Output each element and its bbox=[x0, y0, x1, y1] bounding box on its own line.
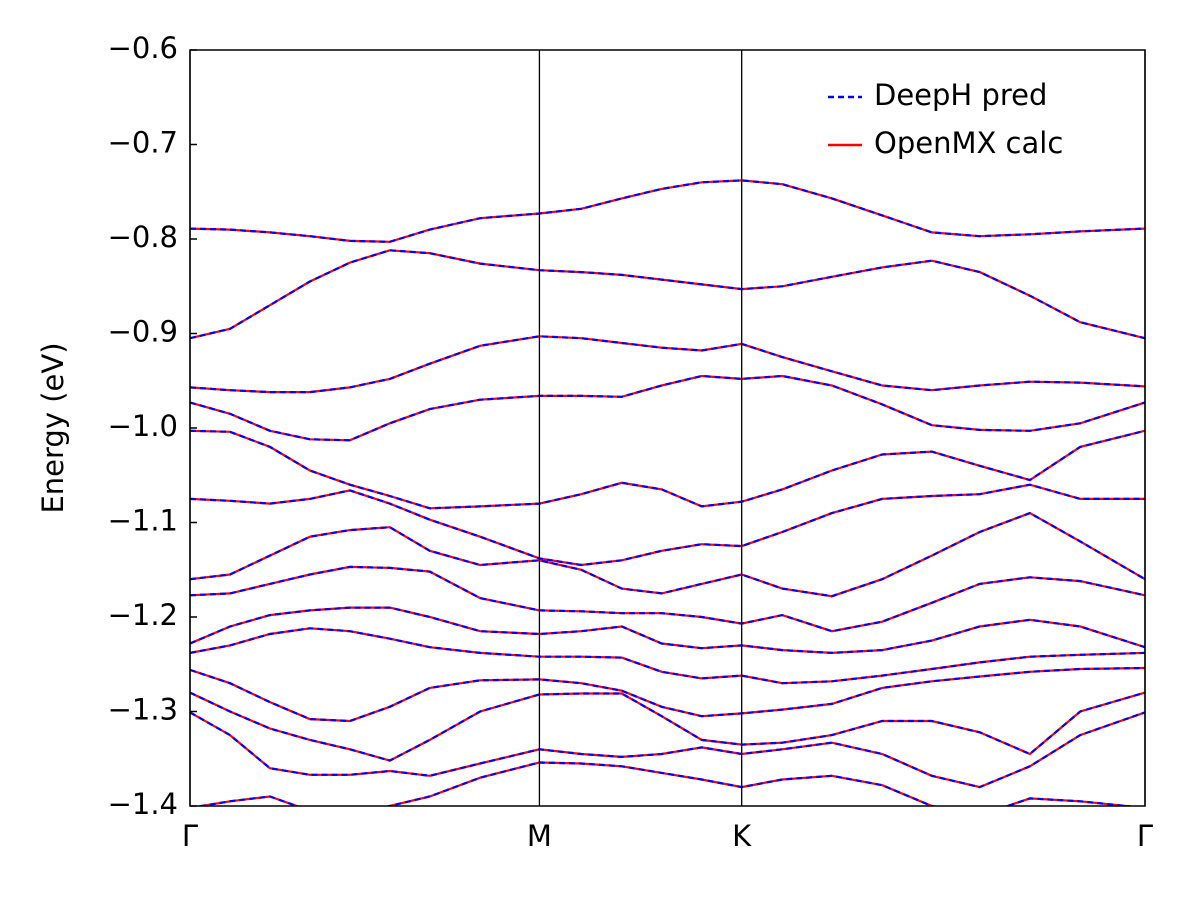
y-tick-label: −1.1 bbox=[108, 504, 178, 538]
band-line bbox=[190, 179, 1145, 243]
band-line bbox=[190, 249, 1145, 340]
band-line bbox=[190, 666, 1145, 723]
y-axis-label: Energy (eV) bbox=[36, 342, 70, 513]
band-line bbox=[190, 627, 1145, 685]
band-line bbox=[190, 511, 1145, 598]
band-line bbox=[190, 179, 1145, 243]
y-tick-label: −0.6 bbox=[108, 31, 178, 65]
band-line bbox=[190, 511, 1145, 598]
band-line bbox=[190, 483, 1145, 567]
x-tick-label: Γ bbox=[182, 819, 198, 853]
band-line bbox=[190, 565, 1145, 633]
y-tick-label: −0.9 bbox=[108, 315, 178, 349]
band-line bbox=[194, 761, 1138, 806]
band-line bbox=[190, 711, 1145, 789]
legend-label: OpenMX calc bbox=[874, 126, 1063, 160]
band-line bbox=[190, 691, 1145, 762]
plot-area bbox=[190, 179, 1145, 806]
band-line bbox=[190, 666, 1145, 723]
band-line bbox=[190, 335, 1145, 394]
band-line bbox=[190, 249, 1145, 340]
band-line bbox=[190, 691, 1145, 762]
legend-label: DeepH pred bbox=[874, 78, 1047, 112]
band-line bbox=[194, 761, 1138, 806]
band-line bbox=[190, 429, 1145, 510]
plot-frame bbox=[189, 49, 1146, 807]
band-line bbox=[190, 374, 1145, 442]
band-line bbox=[190, 429, 1145, 510]
y-tick-label: −0.8 bbox=[108, 220, 178, 254]
band-line bbox=[190, 374, 1145, 442]
x-tick-label: Γ bbox=[1137, 819, 1153, 853]
band-line bbox=[190, 565, 1145, 633]
y-tick-label: −1.3 bbox=[108, 693, 178, 727]
y-tick-label: −1.4 bbox=[108, 787, 178, 821]
y-tick-label: −0.7 bbox=[108, 126, 178, 160]
band-line bbox=[190, 606, 1145, 655]
y-tick-label: −1.2 bbox=[108, 598, 178, 632]
x-tick-label: M bbox=[527, 819, 552, 853]
x-tick-label: K bbox=[732, 819, 752, 853]
y-tick-label: −1.0 bbox=[108, 409, 178, 443]
